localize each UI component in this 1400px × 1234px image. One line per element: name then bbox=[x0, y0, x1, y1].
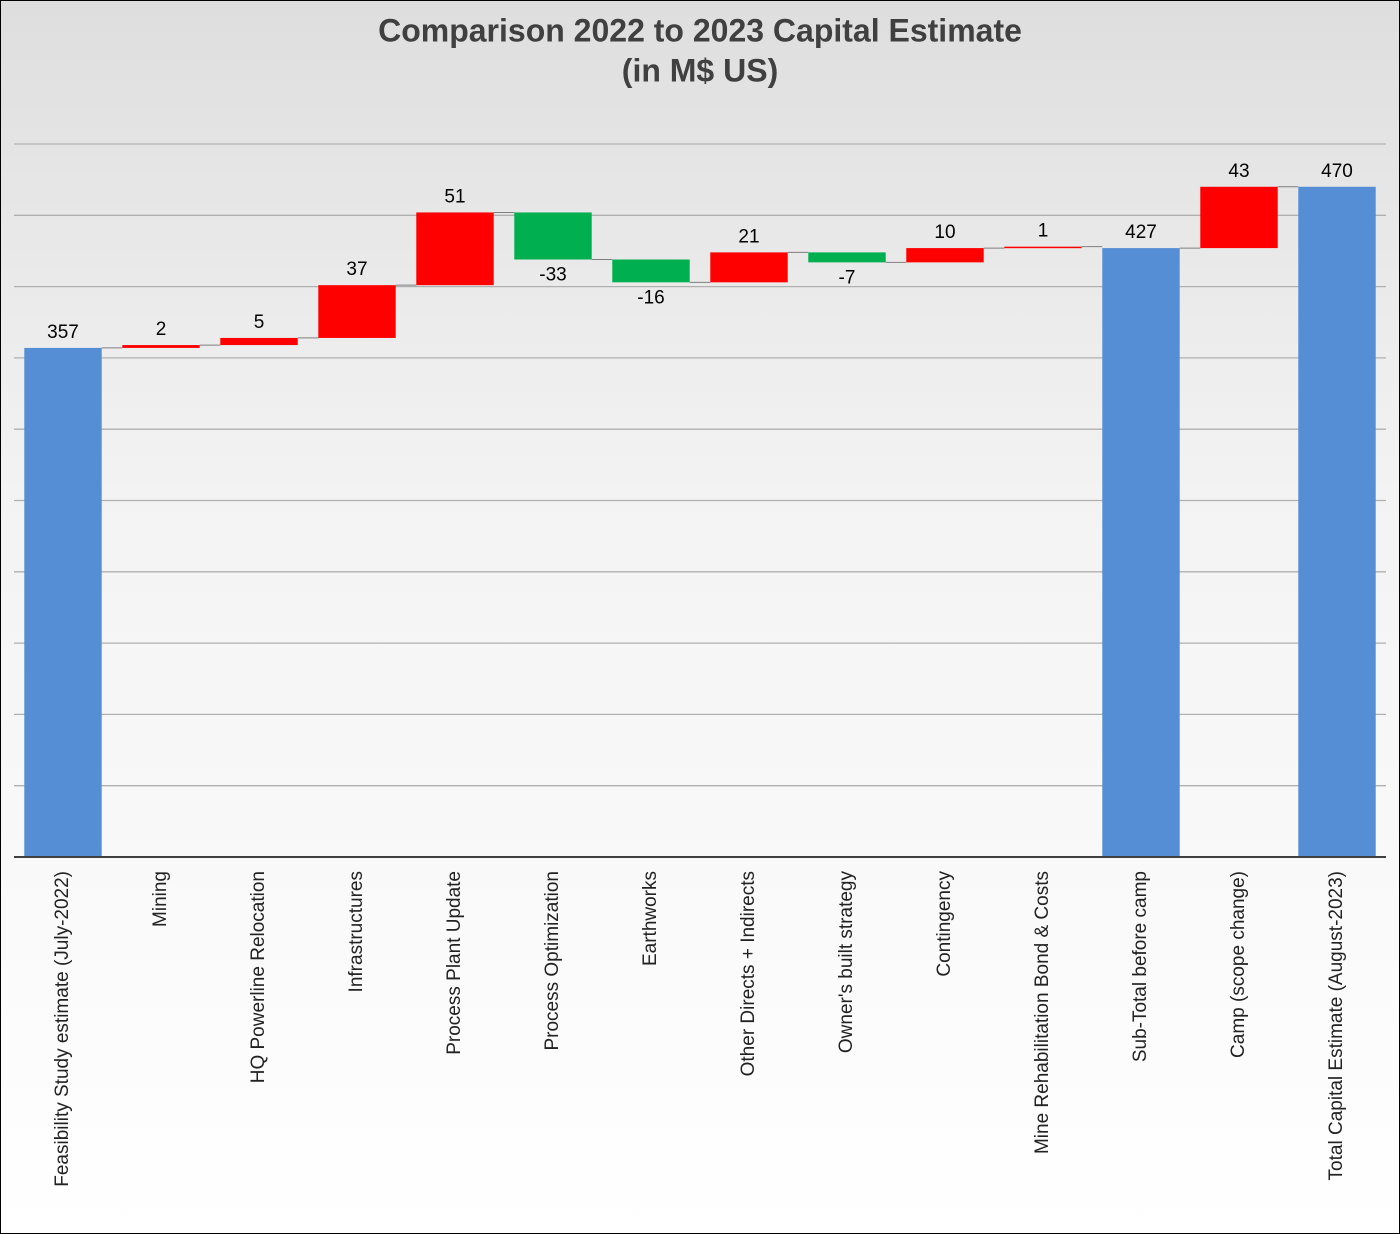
x-tick-label: Sub-Total before camp bbox=[1130, 871, 1151, 1062]
x-tick-label: HQ Powerline Relocation bbox=[248, 871, 269, 1083]
value-label: 5 bbox=[254, 312, 265, 333]
value-label: -16 bbox=[637, 287, 664, 308]
value-label: -7 bbox=[839, 267, 856, 288]
value-label: 43 bbox=[1228, 161, 1249, 182]
x-tick-label: Other Directs + Indirects bbox=[738, 871, 759, 1076]
x-tick-label: Earthworks bbox=[640, 871, 661, 966]
x-tick-label: Mine Rehabilitation Bond & Costs bbox=[1032, 871, 1053, 1154]
value-label: 470 bbox=[1321, 161, 1353, 182]
bar bbox=[710, 252, 788, 283]
bar bbox=[1004, 246, 1082, 249]
bar bbox=[514, 212, 592, 260]
bar bbox=[318, 285, 396, 338]
value-label: 2 bbox=[156, 319, 167, 340]
bar bbox=[220, 337, 298, 346]
bar bbox=[416, 212, 494, 286]
value-label: 10 bbox=[934, 222, 955, 243]
bar bbox=[122, 345, 200, 348]
x-tick-label: Total Capital Estimate (August-2023) bbox=[1326, 871, 1347, 1180]
value-label: 51 bbox=[444, 186, 465, 207]
value-label: -33 bbox=[539, 265, 566, 286]
x-tick-label: Process Optimization bbox=[542, 871, 563, 1051]
x-tick-label: Mining bbox=[150, 871, 171, 927]
bar bbox=[1200, 186, 1278, 249]
value-label: 357 bbox=[47, 322, 79, 343]
value-label: 37 bbox=[346, 259, 367, 280]
bar bbox=[1102, 248, 1180, 857]
value-label: 427 bbox=[1125, 222, 1157, 243]
x-tick-label: Infrastructures bbox=[346, 871, 367, 992]
bar bbox=[612, 259, 690, 283]
x-tick-label: Owner's built strategy bbox=[836, 871, 857, 1054]
bar bbox=[906, 248, 984, 263]
x-tick-label: Camp (scope change) bbox=[1228, 871, 1249, 1058]
x-tick-label: Feasibility Study estimate (July-2022) bbox=[52, 871, 73, 1187]
value-label: 21 bbox=[738, 226, 759, 247]
chart-subtitle: (in M$ US) bbox=[622, 52, 778, 88]
value-label: 1 bbox=[1038, 221, 1049, 242]
bar bbox=[24, 347, 102, 857]
bar bbox=[1298, 186, 1376, 857]
chart-title: Comparison 2022 to 2023 Capital Estimate bbox=[378, 12, 1022, 48]
x-tick-label: Contingency bbox=[934, 871, 955, 977]
bar bbox=[808, 252, 886, 263]
x-tick-label: Process Plant Update bbox=[444, 871, 465, 1055]
